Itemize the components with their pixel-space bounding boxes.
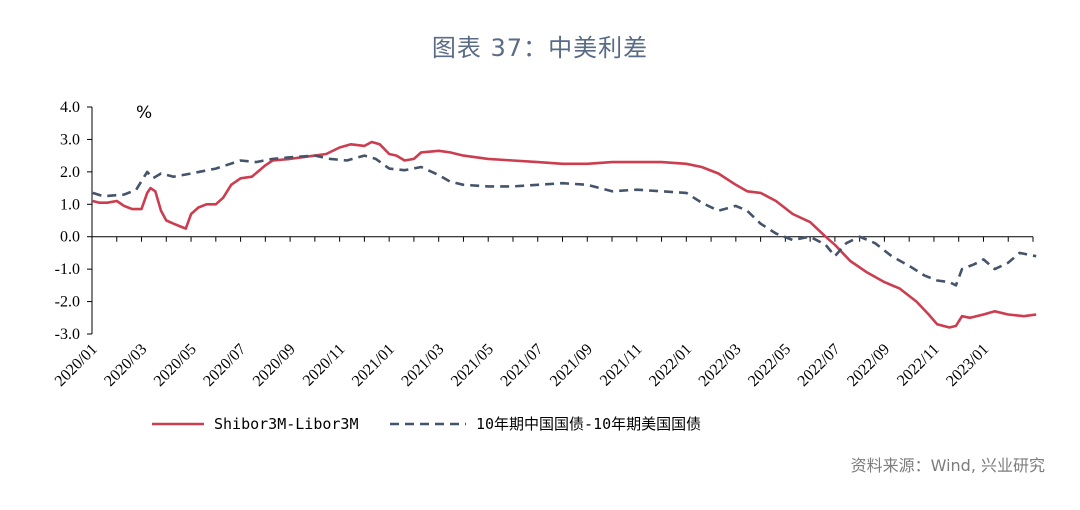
x-tick-label: 2022/05 xyxy=(745,341,794,390)
x-tick-label: 2021/03 xyxy=(398,341,447,390)
x-tick-label: 2020/07 xyxy=(200,341,249,390)
x-tick-label: 2021/09 xyxy=(547,341,596,390)
series-layer xyxy=(92,140,1037,329)
y-tick-label: 0.0 xyxy=(60,229,80,246)
series-line-2 xyxy=(92,154,1037,287)
legend-label-2: 10年期中国国债-10年期美国国债 xyxy=(476,415,701,433)
y-tick-label: -1.0 xyxy=(55,261,80,278)
x-tick-label: 2022/03 xyxy=(696,341,745,390)
x-tick-label: 2023/01 xyxy=(943,341,992,390)
y-tick-label: 2.0 xyxy=(60,164,80,181)
axes: 4.03.02.01.00.0-1.0-2.0-3.0%2020/01 2020/… xyxy=(52,99,1034,390)
chart-title: 图表 37：中美利差 xyxy=(431,34,649,62)
x-tick-label: 2020/01 xyxy=(52,341,101,390)
x-tick-label: 2021/11 xyxy=(597,341,646,390)
x-tick-label: 2020/03 xyxy=(101,341,150,390)
legend: Shibor3M-Libor3M 10年期中国国债-10年期美国国债 xyxy=(152,415,701,433)
y-tick-label: 4.0 xyxy=(60,99,80,116)
x-tick-label: 2022/09 xyxy=(844,341,893,390)
source-note: 资料来源：Wind, 兴业研究 xyxy=(850,456,1045,475)
x-tick-label: 2022/07 xyxy=(795,341,844,390)
x-tick-label: 2022/01 xyxy=(646,341,695,390)
x-tick-label: 2021/07 xyxy=(497,341,546,390)
x-tick-label: 2021/05 xyxy=(448,341,497,390)
x-tick-label: 2020/05 xyxy=(151,341,200,390)
series-line-1 xyxy=(92,140,1037,329)
y-tick-label: -3.0 xyxy=(55,326,80,343)
y-tick-label: 3.0 xyxy=(60,131,80,148)
y-tick-label: -2.0 xyxy=(55,294,80,311)
x-tick-label: 2020/09 xyxy=(250,341,299,390)
x-tick-label: 2020/11 xyxy=(300,341,349,390)
legend-label-1: Shibor3M-Libor3M xyxy=(214,415,359,433)
x-tick-label: 2021/01 xyxy=(349,341,398,390)
y-unit-label: % xyxy=(136,103,152,123)
y-tick-label: 1.0 xyxy=(60,196,80,213)
x-tick-label: 2022/11 xyxy=(894,341,943,390)
